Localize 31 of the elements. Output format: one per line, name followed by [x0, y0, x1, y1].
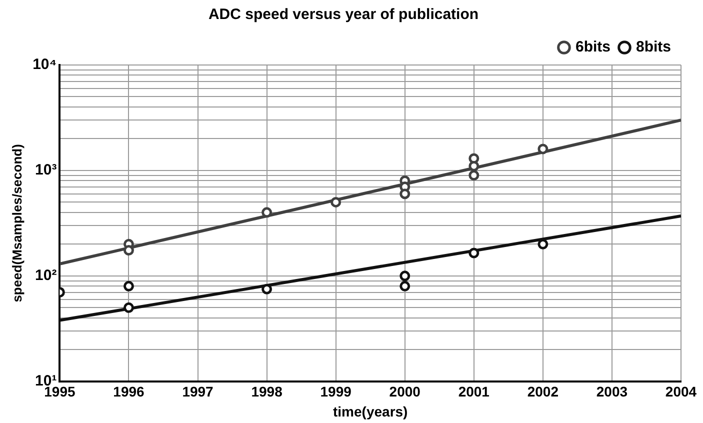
- x-tick-label: 1999: [320, 384, 352, 400]
- y-tick-label: 10³: [35, 162, 57, 179]
- x-tick-label: 1998: [251, 384, 283, 400]
- point: [262, 207, 272, 218]
- y-tick-label: 10²: [35, 267, 57, 284]
- y-tick-label: 10⁴: [32, 56, 57, 74]
- legend-label: 6bits: [575, 38, 610, 56]
- point: [468, 170, 480, 181]
- point: [123, 302, 134, 313]
- point: [123, 280, 134, 292]
- point: [262, 284, 272, 294]
- x-tick-label: 2003: [596, 384, 628, 400]
- x-tick-label: 2000: [389, 384, 421, 400]
- point: [400, 188, 410, 200]
- point: [400, 270, 410, 282]
- x-tick-label: 1997: [182, 384, 214, 400]
- point: [468, 160, 480, 172]
- point: [538, 238, 548, 250]
- x-tick-label: 1996: [113, 384, 145, 400]
- point: [468, 248, 480, 258]
- chart-title: ADC speed versus year of publication: [208, 6, 479, 24]
- x-tick-label: 2004: [665, 384, 697, 400]
- legend-label: 8bits: [636, 38, 672, 56]
- point: [538, 144, 548, 154]
- point: [330, 196, 342, 208]
- point: [123, 245, 134, 256]
- x-tick-label: 2001: [458, 384, 490, 400]
- point: [400, 280, 410, 292]
- y-axis-title: speed(Msamples/second): [9, 144, 24, 302]
- x-axis-title: time(years): [333, 403, 408, 420]
- x-tick-label: 2002: [527, 384, 559, 400]
